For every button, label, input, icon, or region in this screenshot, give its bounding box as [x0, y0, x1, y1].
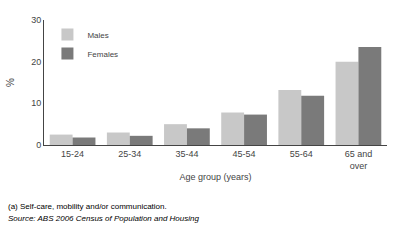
svg-text:Source: ABS 2006 Census of Pop: Source: ABS 2006 Census of Population an…: [8, 214, 199, 223]
svg-text:20: 20: [31, 57, 41, 67]
svg-text:30: 30: [31, 15, 41, 25]
svg-text:(a) Self-care, mobility and/or: (a) Self-care, mobility and/or communica…: [8, 202, 167, 211]
svg-text:45-54: 45-54: [233, 149, 256, 159]
svg-text:25-34: 25-34: [118, 149, 141, 159]
svg-text:Age group (years): Age group (years): [179, 172, 251, 182]
svg-text:%: %: [5, 78, 16, 87]
svg-text:10: 10: [31, 98, 41, 108]
svg-text:15-24: 15-24: [61, 149, 84, 159]
svg-text:35-44: 35-44: [175, 149, 198, 159]
svg-text:0: 0: [36, 140, 41, 150]
svg-text:65 andover: 65 andover: [345, 149, 373, 171]
svg-text:Males: Males: [87, 31, 108, 40]
svg-text:55-64: 55-64: [290, 149, 313, 159]
svg-text:Females: Females: [87, 50, 118, 59]
